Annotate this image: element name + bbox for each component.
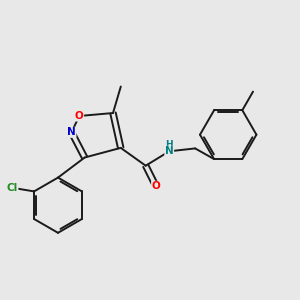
Text: N: N: [67, 128, 76, 137]
Text: H: H: [165, 140, 173, 149]
Text: N: N: [165, 146, 174, 156]
Text: O: O: [152, 181, 160, 191]
Text: Cl: Cl: [7, 183, 18, 193]
Text: O: O: [75, 111, 84, 121]
